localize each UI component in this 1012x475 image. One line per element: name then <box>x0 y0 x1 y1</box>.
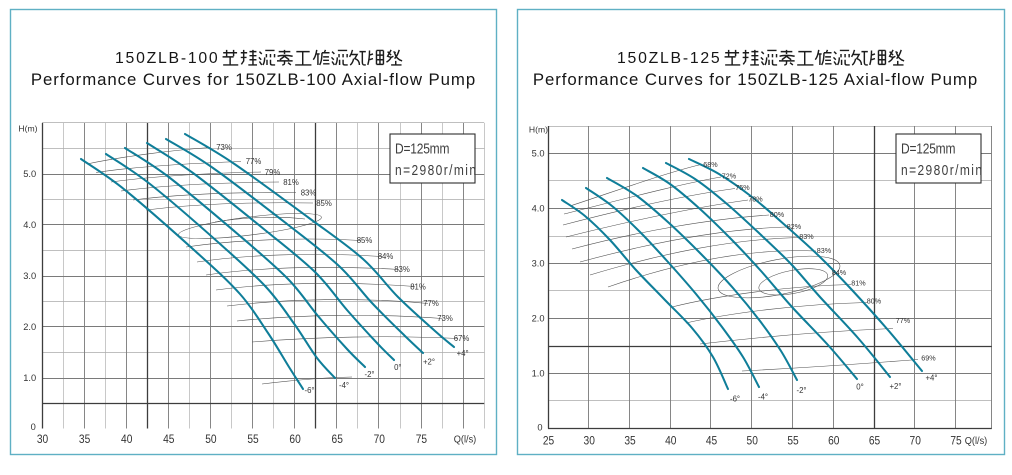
svg-text:77%: 77% <box>896 316 911 325</box>
svg-text:75: 75 <box>950 435 961 448</box>
svg-text:45: 45 <box>706 435 717 448</box>
svg-text:0: 0 <box>537 423 542 433</box>
svg-text:84%: 84% <box>378 252 394 261</box>
svg-text:75: 75 <box>416 433 427 446</box>
svg-text:150ZLB-125: 150ZLB-125 <box>617 50 721 67</box>
svg-text:Performance Curves for 150ZLB-: Performance Curves for 150ZLB-100 Axial-… <box>31 70 476 89</box>
svg-text:0: 0 <box>31 422 36 432</box>
svg-text:Q(l/s): Q(l/s) <box>454 434 476 446</box>
svg-text:Performance Curves for 150ZLB-: Performance Curves for 150ZLB-125 Axial-… <box>533 70 978 89</box>
svg-text:60: 60 <box>828 435 839 448</box>
svg-text:+4°: +4° <box>457 349 469 358</box>
svg-text:-2°: -2° <box>364 370 374 379</box>
svg-text:2.0: 2.0 <box>23 322 36 332</box>
svg-text:35: 35 <box>79 433 90 446</box>
svg-text:55: 55 <box>787 435 798 448</box>
svg-text:55: 55 <box>247 433 258 446</box>
svg-text:67%: 67% <box>454 334 470 343</box>
svg-text:+2°: +2° <box>423 358 435 367</box>
svg-text:-6°: -6° <box>730 395 740 404</box>
svg-text:83%: 83% <box>817 246 832 255</box>
svg-text:-4°: -4° <box>339 381 349 390</box>
svg-text:65: 65 <box>332 433 343 446</box>
svg-text:1.0: 1.0 <box>532 369 545 379</box>
svg-text:-4°: -4° <box>758 393 768 402</box>
svg-text:30: 30 <box>37 433 48 446</box>
svg-text:n=2980r/min: n=2980r/min <box>395 162 477 178</box>
svg-text:70: 70 <box>910 435 921 448</box>
svg-text:81%: 81% <box>851 279 866 288</box>
svg-text:35: 35 <box>624 435 635 448</box>
svg-text:0°: 0° <box>856 383 863 392</box>
svg-text:40: 40 <box>665 435 676 448</box>
svg-text:72%: 72% <box>722 172 737 181</box>
svg-text:1.0: 1.0 <box>23 373 36 383</box>
svg-text:81%: 81% <box>283 178 299 187</box>
svg-text:4.0: 4.0 <box>532 204 545 214</box>
svg-text:78%: 78% <box>748 195 763 204</box>
svg-text:73%: 73% <box>437 314 453 323</box>
svg-text:3.0: 3.0 <box>23 271 36 281</box>
svg-text:50: 50 <box>747 435 758 448</box>
svg-text:+4°: +4° <box>925 374 937 383</box>
svg-text:83%: 83% <box>394 265 410 274</box>
svg-text:83%: 83% <box>799 232 814 241</box>
svg-text:-6°: -6° <box>304 386 314 395</box>
svg-text:150ZLB-100: 150ZLB-100 <box>115 50 219 67</box>
svg-text:+2°: +2° <box>889 382 901 391</box>
svg-text:D=125mm: D=125mm <box>901 140 955 156</box>
svg-text:85%: 85% <box>357 236 373 245</box>
svg-text:85%: 85% <box>316 199 332 208</box>
svg-text:77%: 77% <box>246 157 262 166</box>
svg-text:79%: 79% <box>265 168 281 177</box>
svg-text:81%: 81% <box>410 282 426 291</box>
svg-text:82%: 82% <box>787 222 802 231</box>
svg-text:50: 50 <box>205 433 216 446</box>
svg-text:77%: 77% <box>423 299 439 308</box>
svg-text:4.0: 4.0 <box>23 220 36 230</box>
svg-text:5.0: 5.0 <box>23 169 36 179</box>
svg-text:68%: 68% <box>703 160 718 169</box>
svg-text:69%: 69% <box>921 354 936 363</box>
svg-text:75%: 75% <box>735 183 750 192</box>
svg-text:25: 25 <box>543 435 554 448</box>
svg-text:73%: 73% <box>216 143 232 152</box>
svg-text:65: 65 <box>869 435 880 448</box>
svg-text:Q(l/s): Q(l/s) <box>965 436 987 448</box>
svg-text:H(m): H(m) <box>18 124 37 134</box>
svg-text:n=2980r/min: n=2980r/min <box>901 162 983 178</box>
svg-text:80%: 80% <box>867 297 882 306</box>
svg-text:84%: 84% <box>832 268 847 277</box>
svg-text:70: 70 <box>374 433 385 446</box>
svg-text:60: 60 <box>289 433 300 446</box>
svg-text:-2°: -2° <box>796 386 806 395</box>
svg-text:30: 30 <box>584 435 595 448</box>
svg-text:40: 40 <box>121 433 132 446</box>
svg-text:2.0: 2.0 <box>532 314 545 324</box>
svg-text:80%: 80% <box>770 210 785 219</box>
svg-text:D=125mm: D=125mm <box>395 140 449 156</box>
svg-text:45: 45 <box>163 433 174 446</box>
svg-text:3.0: 3.0 <box>532 259 545 269</box>
svg-text:H(m): H(m) <box>529 125 548 135</box>
svg-text:5.0: 5.0 <box>532 149 545 159</box>
svg-text:83%: 83% <box>301 189 317 198</box>
svg-text:0°: 0° <box>394 363 401 372</box>
